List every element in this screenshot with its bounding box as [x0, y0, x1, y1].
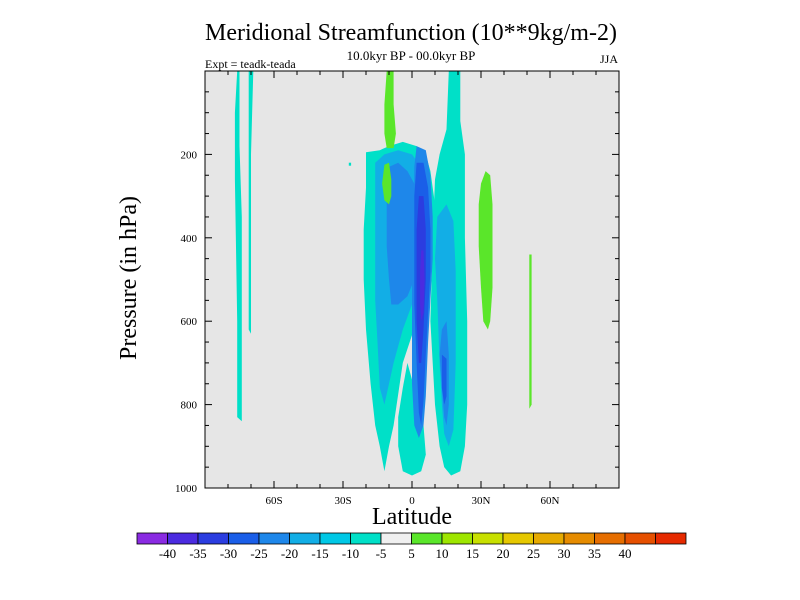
contour-region-4: [248, 71, 254, 334]
x-tick-label: 30S: [334, 495, 351, 507]
y-tick-label: 1000: [175, 483, 198, 495]
colorbar-label: 40: [619, 546, 632, 561]
colorbar-swatch: [350, 532, 382, 545]
colorbar-swatch: [655, 532, 687, 545]
colorbar-swatch: [472, 532, 504, 545]
contour-region-16: [382, 162, 392, 205]
x-tick-label: 30N: [472, 495, 491, 507]
colorbar-label: -10: [342, 546, 359, 561]
colorbar-swatch: [197, 532, 229, 545]
y-tick-label: 400: [181, 233, 198, 245]
colorbar-label: 15: [466, 546, 479, 561]
x-tick-label: 60S: [265, 495, 282, 507]
colorbar-label: 5: [408, 546, 415, 561]
experiment-label: Expt = teadk-teada: [205, 57, 296, 71]
colorbar-label: -30: [220, 546, 237, 561]
contour-region-12: [441, 354, 447, 405]
colorbar-swatch: [228, 532, 260, 545]
y-axis: 200 400 600 800 1000: [175, 91, 619, 495]
season-label: JJA: [600, 52, 618, 66]
colorbar-label: -15: [311, 546, 328, 561]
chart-title: Meridional Streamfunction (10**9kg/m-2): [205, 20, 617, 46]
contour-region-8: [386, 162, 419, 305]
contour-region-14: [420, 250, 425, 322]
colorbar-swatch: [411, 532, 443, 545]
colorbar-label: 10: [436, 546, 449, 561]
y-tick-label: 200: [181, 149, 198, 161]
colorbar-swatch: [594, 532, 626, 545]
x-axis: 60S 30S 0 30N 60N: [227, 71, 597, 507]
contour-region-18: [529, 254, 532, 409]
contour-region-15: [384, 71, 396, 149]
colorbar-swatch: [563, 532, 595, 545]
colorbar: -40 -35 -30 -25 -20 -15 -10 -5 5 10 15 20 25 30 35 40: [136, 532, 687, 561]
colorbar-label: -5: [376, 546, 387, 561]
x-tick-label: 0: [409, 495, 415, 507]
colorbar-label: 25: [527, 546, 540, 561]
colorbar-label: 35: [588, 546, 601, 561]
contour-regions: [234, 71, 532, 476]
y-tick-label: 600: [181, 316, 198, 328]
colorbar-swatch: [136, 532, 168, 545]
colorbar-swatch: [167, 532, 199, 545]
colorbar-label: 20: [497, 546, 510, 561]
colorbar-swatch: [289, 532, 321, 545]
contour-region-5: [348, 162, 352, 166]
x-tick-label: 60N: [541, 495, 560, 507]
colorbar-label: -40: [159, 546, 176, 561]
x-axis-title: Latitude: [372, 504, 452, 530]
colorbar-label: -35: [189, 546, 206, 561]
colorbar-swatch: [319, 532, 351, 545]
colorbar-label: -25: [250, 546, 267, 561]
chart-subtitle: 10.0kyr BP - 00.0kyr BP: [347, 48, 476, 63]
colorbar-swatch: [533, 532, 565, 545]
colorbar-label: -20: [281, 546, 298, 561]
colorbar-label: 30: [558, 546, 571, 561]
contour-region-17: [478, 171, 493, 330]
contour-region-1: [398, 362, 426, 476]
colorbar-swatch: [624, 532, 656, 545]
contour-region-3: [234, 71, 242, 422]
colorbar-swatch: [502, 532, 534, 545]
colorbar-swatch: [258, 532, 290, 545]
colorbar-swatch: [380, 532, 412, 545]
colorbar-swatch: [441, 532, 473, 545]
y-axis-title: Pressure (in hPa): [116, 196, 142, 360]
y-tick-label: 800: [181, 400, 198, 412]
